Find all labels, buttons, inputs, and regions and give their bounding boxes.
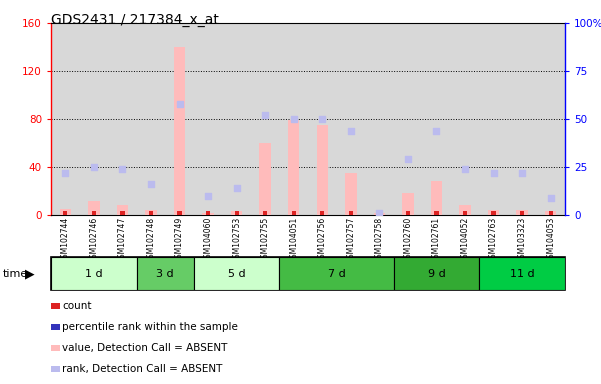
Bar <box>279 23 308 215</box>
Bar <box>165 23 194 215</box>
Bar <box>88 200 100 215</box>
Bar <box>459 205 471 215</box>
Bar <box>149 212 153 215</box>
Text: count: count <box>63 301 92 311</box>
Bar <box>394 23 422 215</box>
Bar <box>145 210 157 215</box>
Bar <box>365 23 394 215</box>
Bar <box>63 212 67 215</box>
Point <box>260 112 270 118</box>
Bar <box>79 23 108 215</box>
Bar <box>337 23 365 215</box>
Point <box>517 170 527 176</box>
Text: 5 d: 5 d <box>228 268 245 279</box>
Bar <box>451 23 479 215</box>
Bar <box>479 23 508 215</box>
Bar <box>260 143 271 215</box>
Bar <box>279 257 394 290</box>
Point <box>175 101 185 107</box>
Point <box>403 156 413 162</box>
Bar <box>349 212 353 215</box>
Bar <box>479 257 565 290</box>
Bar <box>263 212 267 215</box>
Bar <box>545 212 557 215</box>
Bar <box>463 212 467 215</box>
Point <box>546 195 555 201</box>
Bar <box>136 23 165 215</box>
Bar <box>59 209 71 215</box>
Bar <box>51 257 136 290</box>
Point <box>346 127 356 134</box>
Bar <box>431 182 442 215</box>
Text: GDS2431 / 217384_x_at: GDS2431 / 217384_x_at <box>51 13 219 27</box>
Bar <box>406 212 410 215</box>
Text: time: time <box>3 268 28 279</box>
Bar <box>435 212 439 215</box>
Text: 11 d: 11 d <box>510 268 534 279</box>
Point <box>118 166 127 172</box>
Bar <box>108 23 136 215</box>
Bar <box>492 212 496 215</box>
Bar <box>120 212 124 215</box>
Bar <box>317 125 328 215</box>
Point <box>432 127 441 134</box>
Bar <box>320 212 325 215</box>
Bar <box>520 212 524 215</box>
Bar <box>402 194 413 215</box>
Bar <box>136 257 194 290</box>
Bar <box>508 23 536 215</box>
Text: 1 d: 1 d <box>85 268 103 279</box>
Bar <box>291 212 296 215</box>
Bar <box>345 173 356 215</box>
Text: value, Detection Call = ABSENT: value, Detection Call = ABSENT <box>63 343 228 353</box>
Bar <box>177 212 182 215</box>
Bar <box>488 210 499 215</box>
Bar <box>174 47 185 215</box>
Bar <box>222 23 251 215</box>
Point <box>289 116 299 122</box>
Bar <box>194 257 279 290</box>
Text: percentile rank within the sample: percentile rank within the sample <box>63 322 238 332</box>
Point <box>489 170 498 176</box>
Bar <box>203 213 214 215</box>
Bar <box>194 23 222 215</box>
Bar <box>422 23 451 215</box>
Bar <box>288 120 299 215</box>
Bar <box>536 23 565 215</box>
Text: 9 d: 9 d <box>427 268 445 279</box>
Bar <box>117 205 128 215</box>
Bar <box>231 212 242 215</box>
Point <box>61 170 70 176</box>
Bar <box>377 212 382 215</box>
Bar <box>251 23 279 215</box>
Bar <box>206 212 210 215</box>
Point <box>374 210 384 216</box>
Bar <box>51 23 79 215</box>
Point <box>203 193 213 199</box>
Bar <box>92 212 96 215</box>
Bar <box>234 212 239 215</box>
Text: 3 d: 3 d <box>156 268 174 279</box>
Bar <box>549 212 553 215</box>
Point <box>460 166 470 172</box>
Bar <box>374 213 385 215</box>
Bar <box>516 210 528 215</box>
Point <box>89 164 99 170</box>
Point <box>146 181 156 187</box>
Text: 7 d: 7 d <box>328 268 346 279</box>
Text: rank, Detection Call = ABSENT: rank, Detection Call = ABSENT <box>63 364 223 374</box>
Point <box>232 185 242 191</box>
Bar <box>394 257 479 290</box>
Bar <box>308 23 337 215</box>
Point <box>317 116 327 122</box>
Text: ▶: ▶ <box>25 267 35 280</box>
